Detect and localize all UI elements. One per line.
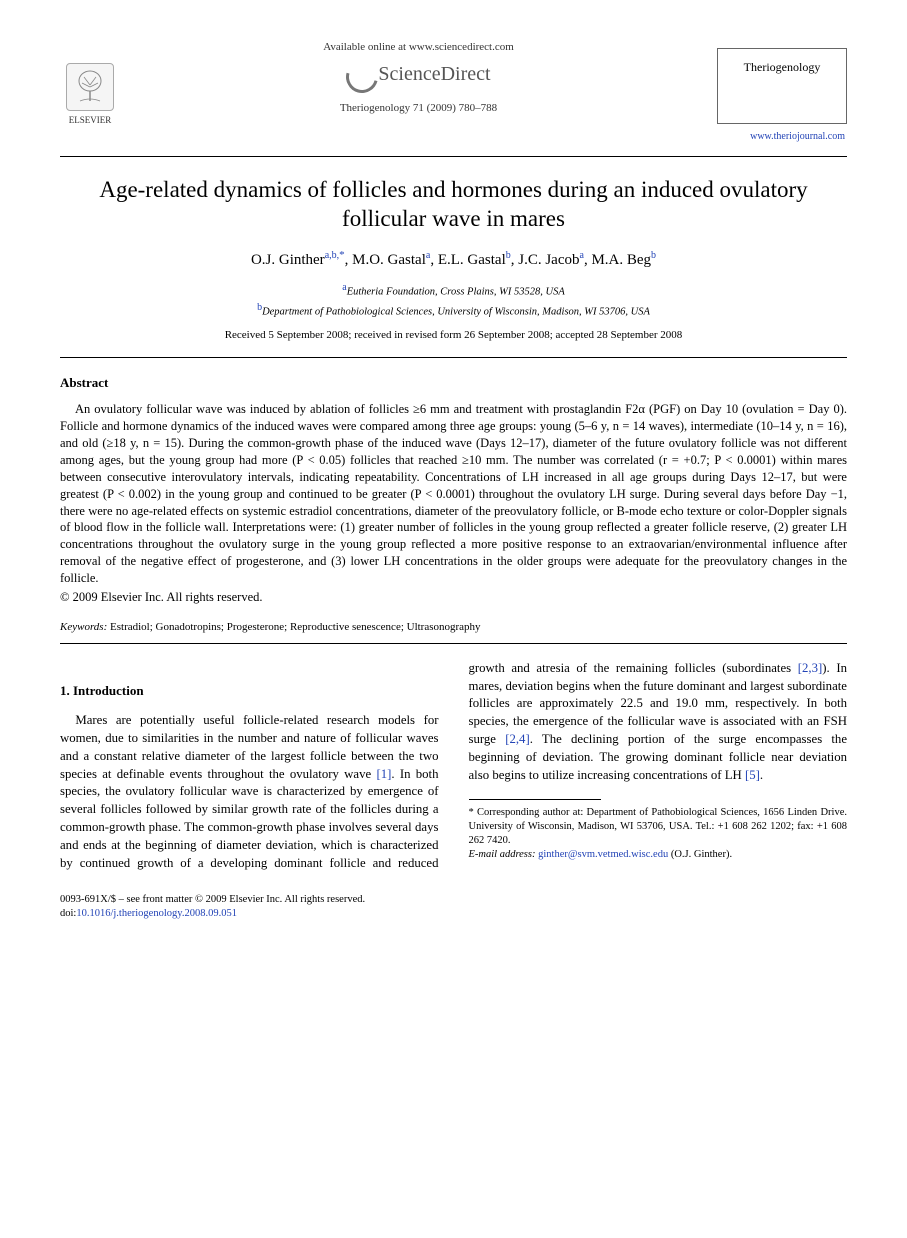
elsevier-label: ELSEVIER [69, 114, 112, 126]
corresponding-star-icon: * [339, 249, 345, 261]
elsevier-logo: ELSEVIER [60, 60, 120, 130]
article-dates: Received 5 September 2008; received in r… [60, 328, 847, 343]
sciencedirect-text: ScienceDirect [378, 61, 490, 88]
author: O.J. Ginthera,b,* [251, 252, 345, 268]
ref-link[interactable]: [2,4] [505, 732, 530, 746]
footer: 0093-691X/$ – see front matter © 2009 El… [60, 893, 847, 921]
journal-reference: Theriogenology 71 (2009) 780–788 [140, 101, 697, 116]
abstract-bottom-rule [60, 643, 847, 644]
footnote-rule [469, 799, 601, 800]
journal-name: Theriogenology [718, 59, 846, 75]
author: J.C. Jacoba [518, 252, 584, 268]
issn-line: 0093-691X/$ – see front matter © 2009 El… [60, 893, 847, 907]
email-suffix: (O.J. Ginther). [671, 849, 732, 860]
keywords-list: Estradiol; Gonadotropins; Progesterone; … [110, 621, 481, 633]
author: E.L. Gastalb [438, 252, 511, 268]
footnote-corr-text: * Corresponding author at: Department of… [469, 806, 848, 849]
author: M.O. Gastala [352, 252, 430, 268]
elsevier-tree-icon [66, 63, 114, 111]
abstract-copyright: © 2009 Elsevier Inc. All rights reserved… [60, 589, 847, 606]
abstract-paragraph: An ovulatory follicular wave was induced… [60, 401, 847, 587]
journal-url[interactable]: www.theriojournal.com [717, 130, 847, 144]
keywords-label: Keywords: [60, 621, 107, 633]
affiliation: aEutheria Foundation, Cross Plains, WI 5… [60, 281, 847, 300]
body-columns: 1. Introduction Mares are potentially us… [60, 660, 847, 873]
article-title: Age-related dynamics of follicles and ho… [60, 175, 847, 235]
doi-link[interactable]: 10.1016/j.theriogenology.2008.09.051 [76, 908, 237, 919]
email-label: E-mail address: [469, 849, 536, 860]
email-link[interactable]: ginther@svm.vetmed.wisc.edu [538, 849, 668, 860]
header-separator [60, 156, 847, 157]
sciencedirect-logo: ScienceDirect [346, 61, 490, 89]
sciencedirect-swoosh-icon [346, 61, 374, 89]
journal-box: Theriogenology [717, 48, 847, 124]
affiliation: bDepartment of Pathobiological Sciences,… [60, 301, 847, 320]
authors-line: O.J. Ginthera,b,*, M.O. Gastala, E.L. Ga… [60, 248, 847, 270]
available-online-text: Available online at www.sciencedirect.co… [140, 40, 697, 55]
journal-box-wrap: Theriogenology www.theriojournal.com [717, 40, 847, 144]
ref-link[interactable]: [5] [745, 768, 760, 782]
center-header: Available online at www.sciencedirect.co… [120, 40, 717, 116]
page-header: ELSEVIER Available online at www.science… [60, 40, 847, 144]
abstract-body: An ovulatory follicular wave was induced… [60, 401, 847, 587]
abstract-top-rule [60, 357, 847, 358]
footnote-email-line: E-mail address: ginther@svm.vetmed.wisc.… [469, 848, 848, 862]
section-heading-intro: 1. Introduction [60, 682, 439, 700]
abstract-heading: Abstract [60, 374, 847, 392]
doi-line: doi:10.1016/j.theriogenology.2008.09.051 [60, 907, 847, 921]
corresponding-footnote: * Corresponding author at: Department of… [469, 806, 848, 863]
ref-link[interactable]: [2,3] [798, 661, 823, 675]
keywords-line: Keywords: Estradiol; Gonadotropins; Prog… [60, 620, 847, 635]
author: M.A. Begb [591, 252, 656, 268]
ref-link[interactable]: [1] [376, 767, 391, 781]
